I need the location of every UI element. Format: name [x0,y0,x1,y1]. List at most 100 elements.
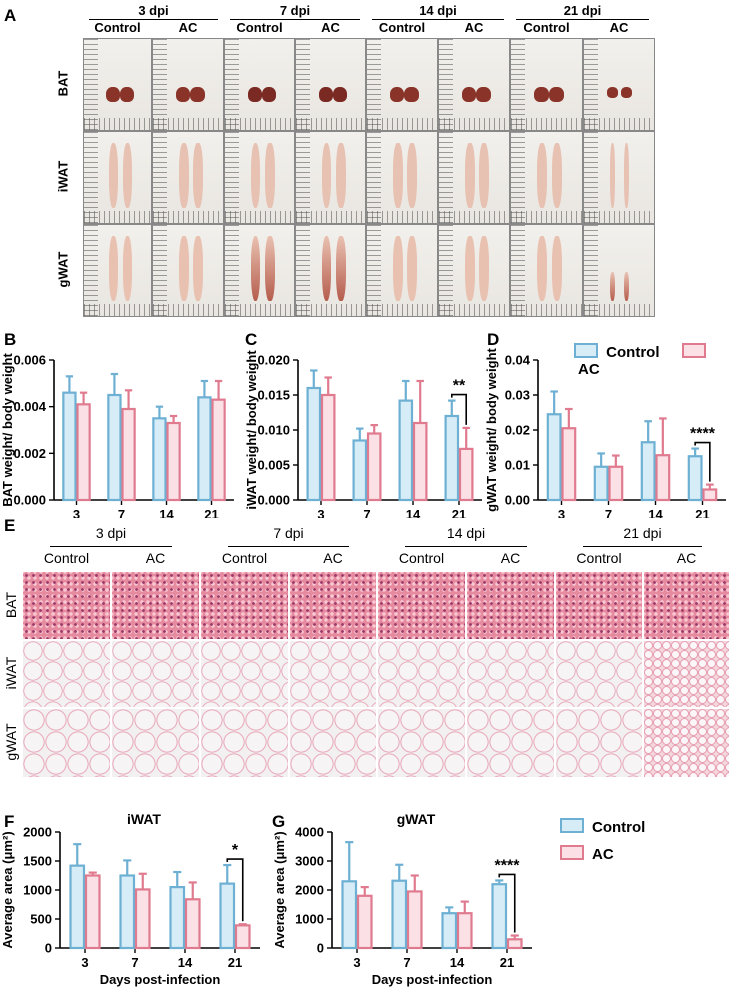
chart-d: 0.00 0.01 0.02 0.03 0.04 gWAT weight/ body we… [486,347,726,518]
photo-col-header: Control [523,20,570,35]
ruler-vertical [511,225,525,316]
y-axis-label: iWAT weight/ body weight [244,350,259,510]
ruler-vertical [439,39,453,130]
group-underline [516,19,649,20]
histology-image [466,571,555,640]
y-axis-label: gWAT weight/ body weight [486,347,499,511]
photo-col-header: Control [378,20,426,35]
ruler-vertical [511,132,525,223]
bat-tissue [462,87,477,103]
wat-tissue [392,236,403,302]
photo-group-header: 3 dpi [138,3,169,18]
hist-group-header: 21 dpi [623,525,662,541]
bar-control [444,414,460,502]
bar-ac [121,407,136,502]
legend-ac-swatch [560,845,584,860]
bar-control [62,391,77,502]
histology-image [22,708,111,778]
ruler-vertical [367,225,381,316]
histology-image [555,640,643,708]
ruler-horizontal [296,118,365,130]
x-tick-label: 7 [118,507,125,518]
y-tick-label: 2000 [295,883,324,898]
legend-ac-label: AC [592,846,614,863]
bar-control [687,455,703,502]
ruler-vertical [225,225,239,316]
y-tick-label: 0.04 [505,353,531,368]
x-tick-label: 3 [317,507,324,518]
wat-tissue [609,143,615,209]
chart-title: gWAT [397,811,436,827]
group-underline [228,546,349,547]
bat-tissue [119,87,134,103]
x-tick-label: 3 [73,507,80,518]
chart-d-body: 0.00 0.01 0.02 0.03 0.04 gWAT weight/ body we… [486,347,726,518]
significance-label: ** [453,378,466,395]
photo-col-header: Control [236,20,283,35]
wat-tissue [392,143,403,209]
y-tick-label: 0 [45,941,52,956]
photo-col-header: AC [178,20,198,35]
histology-image [466,708,555,778]
group-underline [89,19,218,20]
histology-image [111,640,200,708]
y-tick-label: 0 [317,941,324,956]
wat-tissue [250,236,261,302]
tissue-photo [366,38,438,131]
tissue-photo [295,38,366,131]
panel-label-b: B [4,330,17,349]
x-tick-label: 14 [159,507,174,518]
ruler-horizontal [367,118,437,130]
photo-row-label: BAT [55,70,71,96]
hist-col-header: Control [43,550,90,566]
ruler-vertical [296,132,310,223]
tissue-photo [224,131,295,224]
y-axis-label: BAT weight/ body weight [0,353,15,507]
y-tick-label: 0.015 [257,388,290,403]
tissue-photo [152,38,224,131]
x-tick-label: 7 [363,507,370,518]
bat-tissue [318,87,333,103]
wat-tissue [537,143,548,209]
bat-tissue [190,87,205,103]
bat-tissue [476,87,491,103]
hist-col-header: AC [500,550,521,566]
legend-bottom-control: Control [560,814,645,841]
ruler-horizontal [84,304,151,316]
wat-tissue [108,236,119,302]
legend-ac-swatch [681,343,706,358]
bat-tissue [390,87,405,103]
bar-ac [184,898,201,950]
hist-col-header: Control [221,550,268,566]
histology-image [22,571,111,640]
bat-tissue [106,87,120,103]
ruler-horizontal [367,304,437,316]
ruler-horizontal [367,211,437,223]
bat-tissue [534,87,549,103]
panel-label-a: A [4,6,17,25]
bar-control [441,912,458,950]
legend-top: Control AC [574,343,732,378]
bar-ac [608,465,624,502]
panel-label-g: G [272,812,286,831]
photo-col-header: AC [321,20,340,35]
wat-tissue [178,236,189,302]
bar-control [69,864,86,950]
y-tick-label: 500 [30,912,52,927]
bar-ac [406,890,423,950]
tissue-photo [366,131,438,224]
tissue-photo [510,131,583,224]
wat-tissue [122,143,133,209]
hist-col-header: AC [676,550,697,566]
bat-tissue [332,87,348,103]
x-tick-label: 3 [353,955,360,970]
ruler-horizontal [511,118,582,130]
ruler-horizontal [584,211,654,223]
significance-label: **** [690,426,716,443]
x-tick-label: 3 [81,955,88,970]
y-tick-label: 0.005 [257,458,290,473]
x-tick-label: 21 [452,507,466,518]
x-tick-label: 21 [500,955,514,970]
group-underline [405,546,527,547]
